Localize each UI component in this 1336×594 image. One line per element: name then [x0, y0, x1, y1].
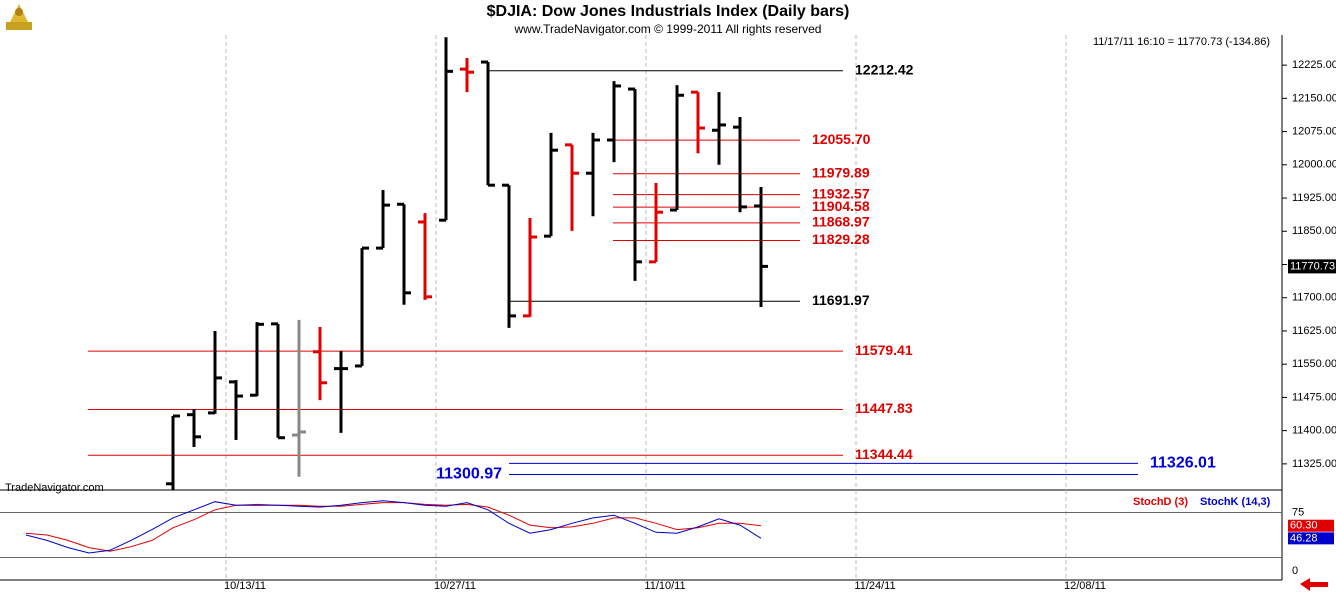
y-tick-label: 11925.00 — [1292, 192, 1336, 204]
y-tick-label: 12150.00 — [1292, 92, 1336, 104]
level-label: 12055.70 — [812, 131, 871, 147]
level-label: 11691.97 — [812, 292, 870, 308]
legend-entry: StochK (14,3) — [1200, 496, 1271, 508]
x-tick-label: 10/13/11 — [224, 580, 266, 592]
last-price-box — [1288, 259, 1336, 274]
x-tick-label: 11/24/11 — [854, 580, 895, 592]
level-label: 11326.01 — [1150, 455, 1216, 472]
scroll-arrow[interactable] — [1300, 578, 1328, 591]
y-tick-label: 11850.00 — [1292, 225, 1336, 237]
chart-subtitle: www.TradeNavigator.com © 1999-2011 All r… — [514, 22, 822, 36]
y-tick-label: 12225.00 — [1292, 59, 1336, 71]
y-tick-label: 11325.00 — [1292, 458, 1336, 470]
last-price-label: 11770.73 — [1290, 260, 1335, 272]
level-label: 11300.97 — [436, 466, 502, 483]
price-bars — [166, 37, 768, 490]
level-label: 11932.57 — [812, 185, 870, 201]
y-tick-label: 11700.00 — [1292, 292, 1336, 304]
x-tick-label: 12/08/11 — [1064, 580, 1106, 592]
stoch-line — [25, 500, 762, 554]
level-label: 11904.58 — [812, 198, 870, 214]
level-label: 11447.83 — [855, 400, 913, 416]
level-label: 11868.97 — [812, 214, 870, 230]
last-value-box — [1288, 532, 1334, 545]
level-label: 11344.44 — [855, 446, 913, 462]
level-label: 11579.41 — [855, 342, 913, 358]
y-tick-label: 11550.00 — [1292, 358, 1336, 370]
level-label: 12212.42 — [855, 61, 914, 77]
legend-entry: StochD (3) — [1133, 496, 1188, 508]
stoch-line — [25, 502, 762, 552]
y-tick-label: 12075.00 — [1292, 125, 1336, 137]
y-tick-label: 11400.00 — [1292, 425, 1336, 437]
last-value-label: 60.30 — [1290, 520, 1318, 532]
logo — [6, 4, 32, 30]
last-value-box — [1288, 519, 1334, 532]
last-value-label: 46.28 — [1290, 532, 1318, 544]
level-label: 11979.89 — [812, 164, 870, 180]
y-tick-label: 75 — [1292, 506, 1304, 518]
x-tick-label: 11/10/11 — [644, 580, 685, 592]
chart-title: $DJIA: Dow Jones Industrials Index (Dail… — [487, 3, 850, 20]
watermark: TradeNavigator.com — [5, 482, 104, 494]
y-tick-label: 0 — [1292, 565, 1298, 577]
level-label: 11829.28 — [812, 231, 870, 247]
y-tick-label: 11475.00 — [1292, 391, 1336, 403]
x-tick-label: 10/27/11 — [434, 580, 476, 592]
quote: 11/17/11 16:10 = 11770.73 (-134.86) — [1093, 36, 1270, 48]
y-tick-label: 11625.00 — [1292, 325, 1336, 337]
y-tick-label: 12000.00 — [1292, 159, 1336, 171]
